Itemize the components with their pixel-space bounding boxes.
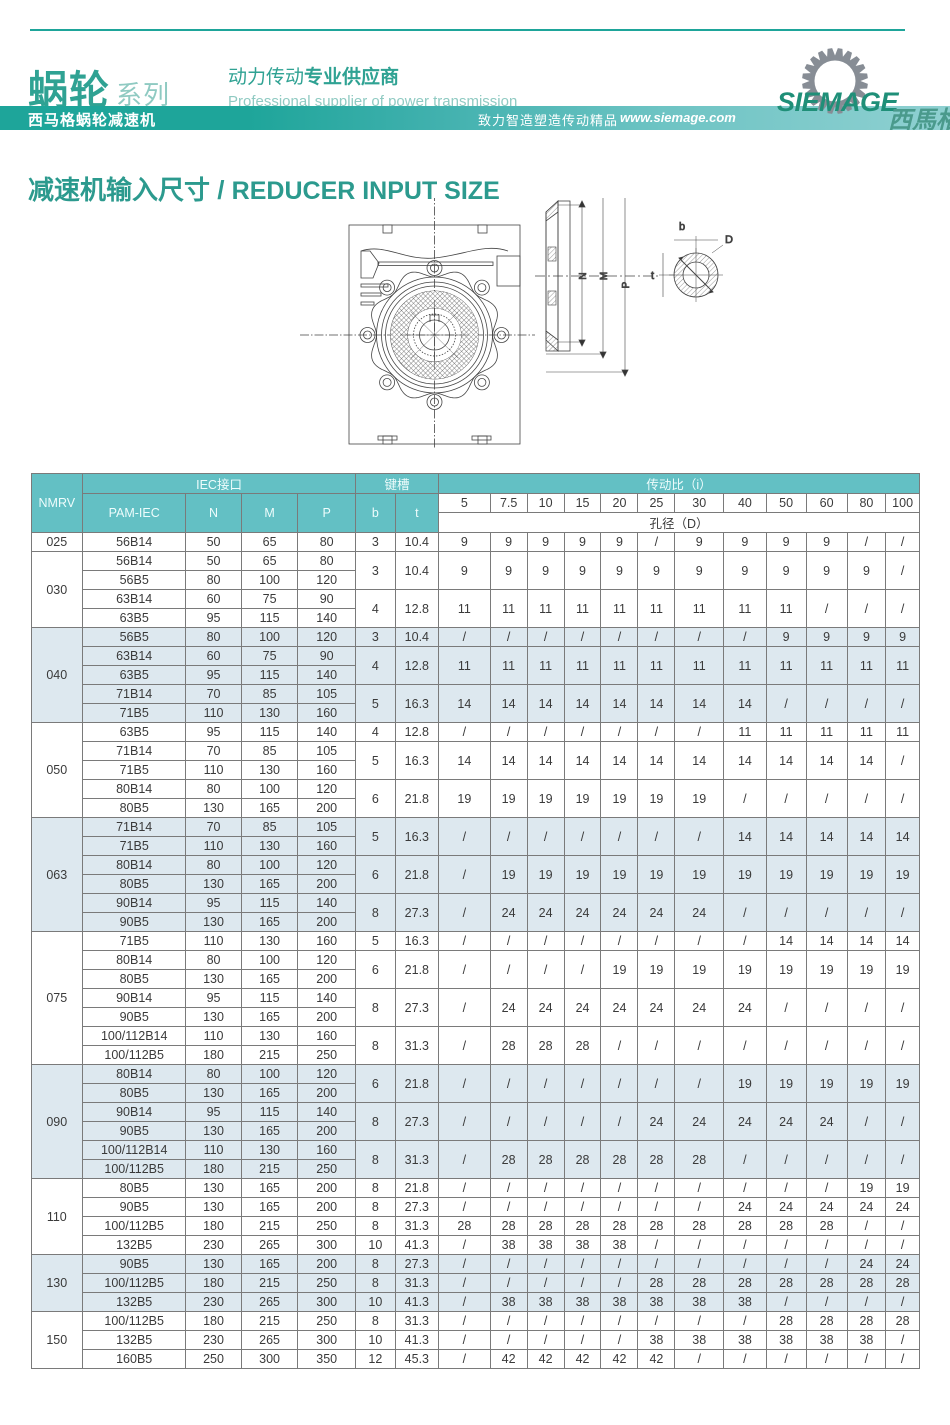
- svg-text:西馬格: 西馬格: [888, 107, 950, 130]
- svg-text:b: b: [679, 221, 685, 233]
- svg-text:N: N: [578, 272, 589, 279]
- svg-text:P: P: [621, 281, 632, 288]
- svg-text:t: t: [651, 270, 654, 282]
- svg-text:M: M: [599, 272, 610, 280]
- svg-text:D: D: [725, 234, 733, 246]
- svg-text:SIEMAGE: SIEMAGE: [777, 87, 900, 117]
